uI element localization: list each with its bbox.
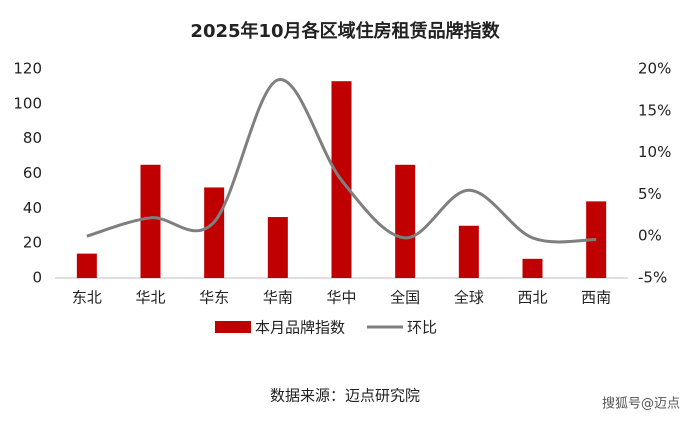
legend-label: 本月品牌指数 <box>255 319 345 337</box>
bar <box>586 201 607 278</box>
y-tick-label: 120 <box>13 60 42 78</box>
bar <box>204 187 225 278</box>
bar <box>458 225 479 278</box>
bar <box>395 164 416 278</box>
bar <box>522 258 543 278</box>
x-tick-label: 西南 <box>581 289 611 307</box>
bar <box>76 253 97 278</box>
y-tick-label: 80 <box>23 129 42 147</box>
x-tick-label: 全球 <box>454 289 484 307</box>
legend-label: 环比 <box>407 319 437 337</box>
y2-tick-label: -5% <box>638 269 667 287</box>
bar <box>140 164 161 278</box>
y-tick-label: 60 <box>23 164 42 182</box>
x-tick-label: 华中 <box>326 289 356 307</box>
x-tick-label: 东北 <box>72 289 102 307</box>
x-tick-label: 华东 <box>199 289 229 307</box>
x-tick-label: 西北 <box>517 289 547 307</box>
y-tick-label: 20 <box>23 234 42 252</box>
y-tick-label: 100 <box>13 94 42 112</box>
y2-tick-label: 0% <box>638 227 662 245</box>
legend-swatch <box>215 321 251 333</box>
x-tick-label: 华南 <box>263 289 293 307</box>
source: 数据来源：迈点研究院 <box>270 387 420 405</box>
line <box>86 78 597 244</box>
watermark: 搜狐号@迈点 <box>602 397 680 412</box>
y-tick-label: 0 <box>32 269 42 287</box>
y2-tick-label: 15% <box>638 101 671 119</box>
y2-tick-label: 5% <box>638 185 662 203</box>
bar <box>267 217 288 278</box>
x-tick-label: 全国 <box>390 289 420 307</box>
y-tick-label: 40 <box>23 199 42 217</box>
y2-tick-label: 10% <box>638 143 671 161</box>
x-tick-label: 华北 <box>135 289 165 307</box>
chart-title: 2025年10月各区域住房租赁品牌指数 <box>190 20 500 42</box>
y2-tick-label: 20% <box>638 60 671 78</box>
